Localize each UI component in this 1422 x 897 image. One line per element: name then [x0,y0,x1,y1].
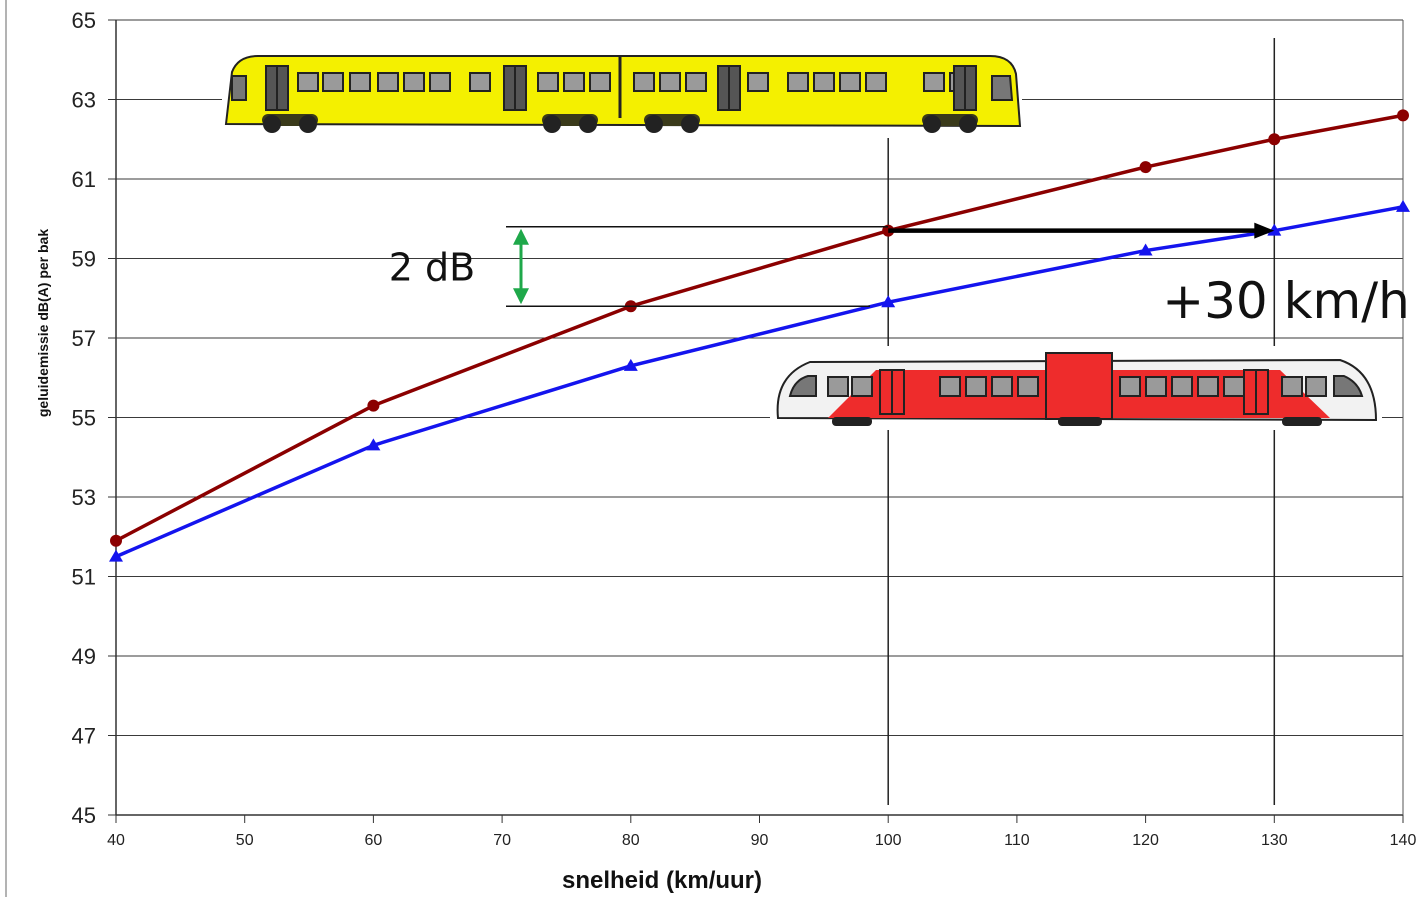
y-tick-labels: 45 47 49 51 53 55 57 59 61 63 65 [72,8,96,828]
red-train-window [852,377,872,396]
y-tick-label: 51 [72,565,96,590]
series-0-point [1268,133,1280,145]
yellow-train-wheel [299,115,317,133]
x-tick-label: 70 [493,832,511,849]
y-axis-label: geluidemissie dB(A) per bak [35,229,51,417]
x-axis-label: snelheid (km/uur) [562,867,762,894]
yellow-train-window [748,73,768,91]
yellow-train-wheel [959,115,977,133]
red-train-window [1146,377,1166,396]
red-train-bogie [1058,417,1102,426]
yellow-train-wheel [681,115,699,133]
yellow-train-window [924,73,944,91]
yellow-train-wheel [645,115,663,133]
red-train-window [966,377,986,396]
y-tick-label: 65 [72,8,96,33]
red-train-window [992,377,1012,396]
y-tick-label: 49 [72,644,96,669]
x-tick-label: 90 [751,832,769,849]
red-train-illustration [770,346,1382,430]
yellow-train-window [538,73,558,91]
data-series [109,109,1410,561]
yellow-train-window [323,73,343,91]
red-train-window [1120,377,1140,396]
red-train-window [1306,377,1326,396]
x-tick-label: 80 [622,832,640,849]
yellow-train-wheel [263,115,281,133]
red-train-bogie [1282,417,1322,426]
yellow-train-window [814,73,834,91]
y-tick-label: 53 [72,485,96,510]
yellow-train-wheel [579,115,597,133]
yellow-train-window [430,73,450,91]
series-0-point [1140,161,1152,173]
red-train-window [940,377,960,396]
db-annotation-label: 2 dB [389,245,475,289]
series-0-point [1397,109,1409,121]
red-train-window [1198,377,1218,396]
x-tick-label: 40 [107,832,125,849]
speed-arrow-head [1254,223,1274,239]
x-tick-labels: 40 50 60 70 80 90 100 110 120 130 140 [107,832,1416,849]
series-0-point [367,400,379,412]
yellow-train-window [866,73,886,91]
red-train-window [1018,377,1038,396]
yellow-train-window [840,73,860,91]
red-train-bogie [832,417,872,426]
y-tick-label: 63 [72,88,96,113]
x-tick-label: 130 [1261,832,1288,849]
x-tick-label: 110 [1004,832,1030,849]
yellow-train-wheel [543,115,561,133]
yellow-train-window [686,73,706,91]
series-0-point [110,535,122,547]
red-train-window [1282,377,1302,396]
x-tick-label: 140 [1390,832,1417,849]
yellow-train-window [788,73,808,91]
x-tick-label: 50 [236,832,254,849]
yellow-train-window [564,73,584,91]
yellow-train-window [660,73,680,91]
x-tick-label: 120 [1132,832,1159,849]
y-tick-label: 45 [72,803,96,828]
x-tick-label: 100 [875,832,902,849]
db-arrow-head-up [513,229,529,245]
series-1-point [1396,200,1410,212]
y-tick-label: 59 [72,247,96,272]
yellow-train-wheel [923,115,941,133]
db-arrow-head-down [513,288,529,304]
yellow-train-window [470,73,490,91]
y-tick-label: 55 [72,406,96,431]
yellow-train-cab-window [992,76,1012,100]
yellow-train-illustration [222,50,1022,133]
yellow-train-cab-window [232,76,246,100]
annotations: 2 dB +30 km/h [389,223,1410,330]
yellow-train-window [378,73,398,91]
red-train-window [828,377,848,396]
yellow-train-window [590,73,610,91]
y-tick-label: 47 [72,724,96,749]
y-tick-label: 61 [72,167,96,192]
red-train-window [1224,377,1244,396]
yellow-train-window [634,73,654,91]
yellow-train-window [298,73,318,91]
speed-annotation-label: +30 km/h [1162,272,1410,330]
red-train-window [1172,377,1192,396]
yellow-train-window [404,73,424,91]
y-tick-label: 57 [72,326,96,351]
yellow-train-window [350,73,370,91]
x-tick-label: 60 [365,832,383,849]
